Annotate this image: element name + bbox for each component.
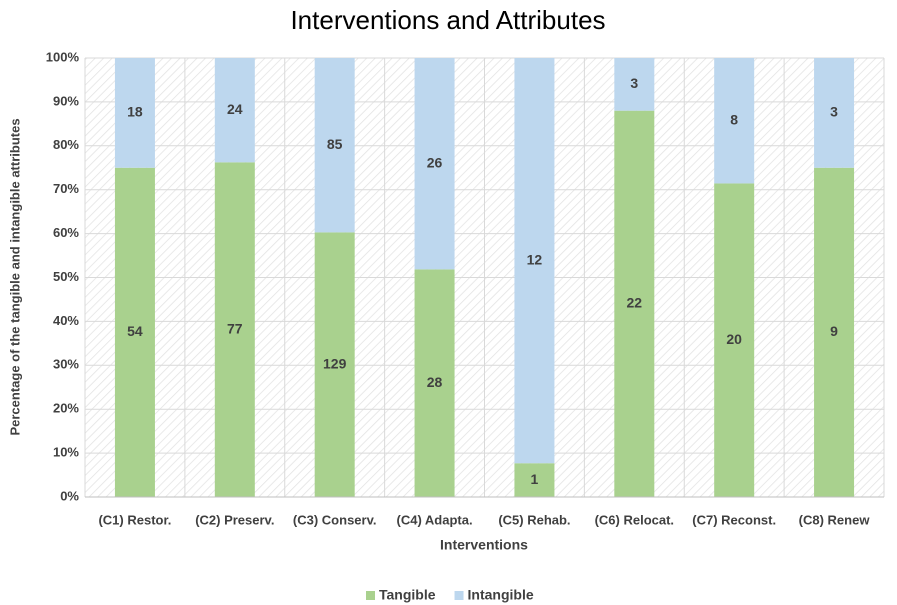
data-label: 3 xyxy=(830,104,838,120)
x-tick-label: (C7) Reconst. xyxy=(692,512,776,527)
data-label: 1 xyxy=(531,471,539,487)
x-tick-label: (C6) Relocat. xyxy=(595,512,674,527)
data-label: 12 xyxy=(527,251,543,267)
y-tick-label: 90% xyxy=(53,93,79,108)
data-label: 20 xyxy=(726,331,742,347)
data-label: 77 xyxy=(227,320,243,336)
bar-segment xyxy=(214,58,255,163)
y-tick-label: 80% xyxy=(53,137,79,152)
bar-segment xyxy=(514,463,555,497)
bar-segment xyxy=(714,183,755,497)
bar-segment xyxy=(314,232,355,498)
x-axis-label: Interventions xyxy=(440,537,528,553)
bar-segment xyxy=(414,269,455,497)
x-tick-label: (C8) Renew xyxy=(799,512,871,527)
x-tick-label: (C5) Rehab. xyxy=(498,512,570,527)
bar-segment xyxy=(614,58,655,111)
data-label: 22 xyxy=(627,295,643,311)
legend-label: Tangible xyxy=(379,587,436,603)
bar-segment xyxy=(214,162,255,497)
x-tick-label: (C1) Restor. xyxy=(98,512,171,527)
x-tick-label: (C4) Adapta. xyxy=(397,512,473,527)
data-label: 85 xyxy=(327,136,343,152)
data-label: 8 xyxy=(730,111,738,127)
y-tick-label: 40% xyxy=(53,313,79,328)
legend-swatch xyxy=(366,591,375,600)
bar-segment xyxy=(314,58,355,233)
data-label: 9 xyxy=(830,323,838,339)
y-tick-label: 10% xyxy=(53,445,79,460)
bar-segment xyxy=(114,167,155,497)
y-tick-label: 60% xyxy=(53,225,79,240)
data-label: 18 xyxy=(127,104,143,120)
data-label: 24 xyxy=(227,101,243,117)
y-tick-label: 70% xyxy=(53,181,79,196)
bar-segment xyxy=(814,58,855,168)
x-tick-label: (C3) Conserv. xyxy=(293,512,377,527)
legend-label: Intangible xyxy=(468,587,534,603)
y-tick-label: 20% xyxy=(53,401,79,416)
data-label: 3 xyxy=(630,75,638,91)
chart-title: Interventions and Attributes xyxy=(290,5,605,35)
bar-segment xyxy=(114,58,155,168)
y-tick-label: 50% xyxy=(53,269,79,284)
bar-segment xyxy=(714,58,755,184)
x-tick-label: (C2) Preserv. xyxy=(195,512,274,527)
data-label: 129 xyxy=(323,355,347,371)
data-label: 28 xyxy=(427,374,443,390)
bar-segment xyxy=(814,167,855,497)
bar-segment xyxy=(414,58,455,270)
bar-segment xyxy=(514,58,555,464)
bar-segment xyxy=(614,110,655,498)
legend-swatch xyxy=(454,591,464,600)
y-tick-label: 0% xyxy=(60,488,79,503)
data-label: 26 xyxy=(427,154,443,170)
y-tick-label: 30% xyxy=(53,357,79,372)
data-label: 54 xyxy=(127,323,143,339)
y-axis-label: Percentage of the tangible and intangibl… xyxy=(7,118,22,435)
y-tick-label: 100% xyxy=(46,49,80,64)
